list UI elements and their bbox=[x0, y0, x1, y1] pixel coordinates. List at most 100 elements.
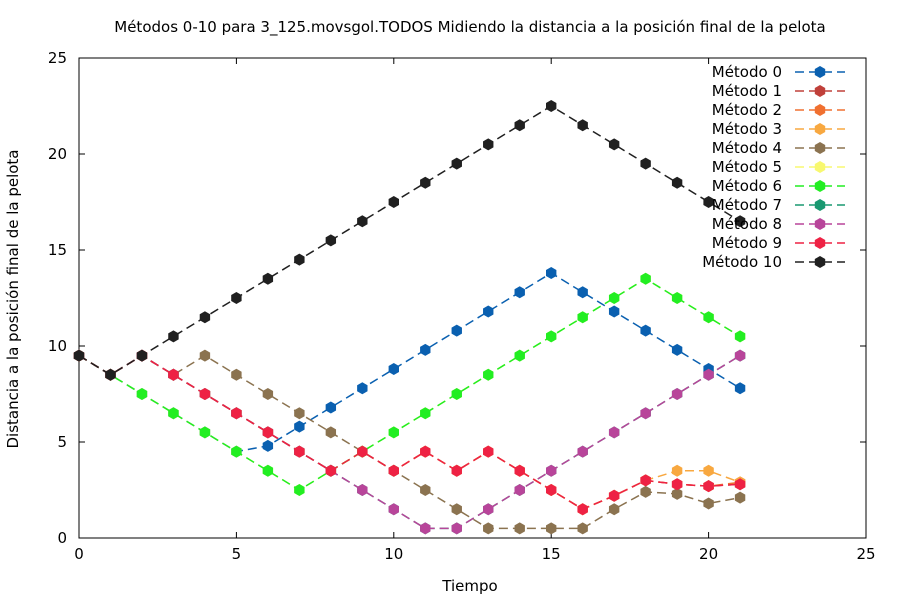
data-point bbox=[136, 349, 148, 362]
legend-label: Método 5 bbox=[712, 158, 782, 176]
data-point bbox=[546, 267, 557, 280]
data-point bbox=[703, 497, 714, 510]
data-point bbox=[420, 445, 431, 458]
data-point bbox=[357, 445, 368, 458]
data-point bbox=[608, 138, 620, 151]
plot-frame bbox=[78, 57, 867, 539]
data-point bbox=[608, 489, 620, 502]
legend-item: Método 3 bbox=[712, 120, 845, 138]
data-point bbox=[734, 491, 746, 504]
data-point bbox=[199, 349, 211, 362]
data-point bbox=[483, 522, 494, 535]
data-point bbox=[703, 480, 714, 493]
data-point bbox=[577, 522, 588, 535]
series-5 bbox=[73, 272, 746, 496]
data-point bbox=[451, 464, 462, 477]
data-point bbox=[451, 324, 462, 337]
data-point bbox=[325, 401, 337, 414]
legend-label: Método 8 bbox=[712, 215, 782, 233]
data-point bbox=[671, 487, 683, 500]
data-point bbox=[514, 522, 525, 535]
legend-label: Método 0 bbox=[712, 63, 782, 81]
data-point bbox=[420, 484, 431, 496]
data-point bbox=[577, 503, 588, 516]
series-line bbox=[78, 354, 741, 511]
legend-item: Método 9 bbox=[712, 234, 845, 252]
data-point bbox=[734, 478, 746, 491]
data-point bbox=[608, 426, 620, 439]
series-line bbox=[78, 354, 741, 511]
data-point bbox=[577, 119, 588, 132]
data-point bbox=[514, 349, 525, 362]
series-line bbox=[78, 272, 741, 453]
axis-ticks: 0 5 10 15 20 25 0 5 10 15 20 25 bbox=[48, 49, 876, 563]
legend-swatch-marker bbox=[814, 66, 826, 78]
y-tick-label: 0 bbox=[57, 529, 67, 547]
data-point bbox=[451, 157, 462, 170]
data-point bbox=[388, 196, 399, 208]
data-point bbox=[671, 176, 683, 189]
legend-item: Método 5 bbox=[712, 158, 845, 176]
legend-label: Método 7 bbox=[712, 196, 782, 214]
series-0 bbox=[73, 267, 746, 458]
data-point bbox=[451, 388, 462, 400]
legend-swatch-marker bbox=[814, 199, 826, 211]
legend-item: Método 4 bbox=[712, 139, 845, 157]
data-point bbox=[73, 349, 85, 362]
legend-label: Método 2 bbox=[712, 101, 782, 119]
data-point bbox=[734, 349, 746, 362]
data-point bbox=[483, 305, 494, 318]
data-point bbox=[577, 311, 588, 324]
series-10 bbox=[73, 100, 746, 381]
legend-label: Método 6 bbox=[712, 177, 782, 195]
data-point bbox=[577, 445, 588, 458]
data-point bbox=[388, 426, 399, 439]
chart-title: Métodos 0-10 para 3_125.movsgol.TODOS Mi… bbox=[114, 18, 825, 37]
legend-swatch-marker bbox=[814, 85, 826, 97]
legend-label: Método 1 bbox=[712, 82, 782, 100]
series-line bbox=[78, 354, 741, 530]
legend-swatch-marker bbox=[814, 237, 826, 249]
legend-item: Método 2 bbox=[712, 101, 845, 119]
data-point bbox=[640, 272, 651, 285]
data-point bbox=[105, 368, 116, 381]
data-point bbox=[136, 388, 148, 400]
y-tick-label: 20 bbox=[48, 145, 67, 163]
x-tick-label: 25 bbox=[856, 545, 875, 563]
data-point bbox=[357, 215, 368, 228]
legend-label: Método 10 bbox=[702, 253, 782, 271]
data-point bbox=[546, 330, 557, 343]
data-point bbox=[420, 343, 431, 356]
data-point bbox=[514, 119, 525, 132]
data-point bbox=[514, 286, 525, 299]
data-point bbox=[199, 311, 211, 324]
data-point bbox=[671, 292, 683, 304]
data-point bbox=[703, 464, 714, 477]
legend-item: Método 8 bbox=[712, 215, 845, 233]
series-line bbox=[78, 277, 741, 491]
data-point bbox=[546, 100, 557, 112]
legend-label: Método 4 bbox=[712, 139, 782, 157]
data-point bbox=[168, 330, 179, 343]
data-point bbox=[640, 474, 651, 487]
legend-swatch-marker bbox=[814, 180, 826, 192]
series-layer bbox=[73, 100, 746, 535]
data-point bbox=[703, 196, 714, 208]
data-point bbox=[294, 253, 305, 266]
data-point bbox=[325, 426, 337, 439]
data-point bbox=[671, 343, 683, 356]
data-point bbox=[671, 478, 683, 491]
data-point bbox=[608, 503, 620, 516]
data-point bbox=[546, 484, 557, 496]
data-point bbox=[451, 522, 462, 535]
series-line bbox=[78, 354, 741, 530]
data-point bbox=[357, 484, 368, 496]
data-point bbox=[546, 464, 557, 477]
series-line bbox=[78, 277, 741, 491]
data-point bbox=[577, 286, 588, 299]
data-point bbox=[514, 464, 525, 477]
data-point bbox=[294, 407, 305, 420]
data-point bbox=[640, 324, 651, 337]
legend-swatch-marker bbox=[814, 123, 826, 135]
legend-swatch-marker bbox=[814, 256, 826, 268]
